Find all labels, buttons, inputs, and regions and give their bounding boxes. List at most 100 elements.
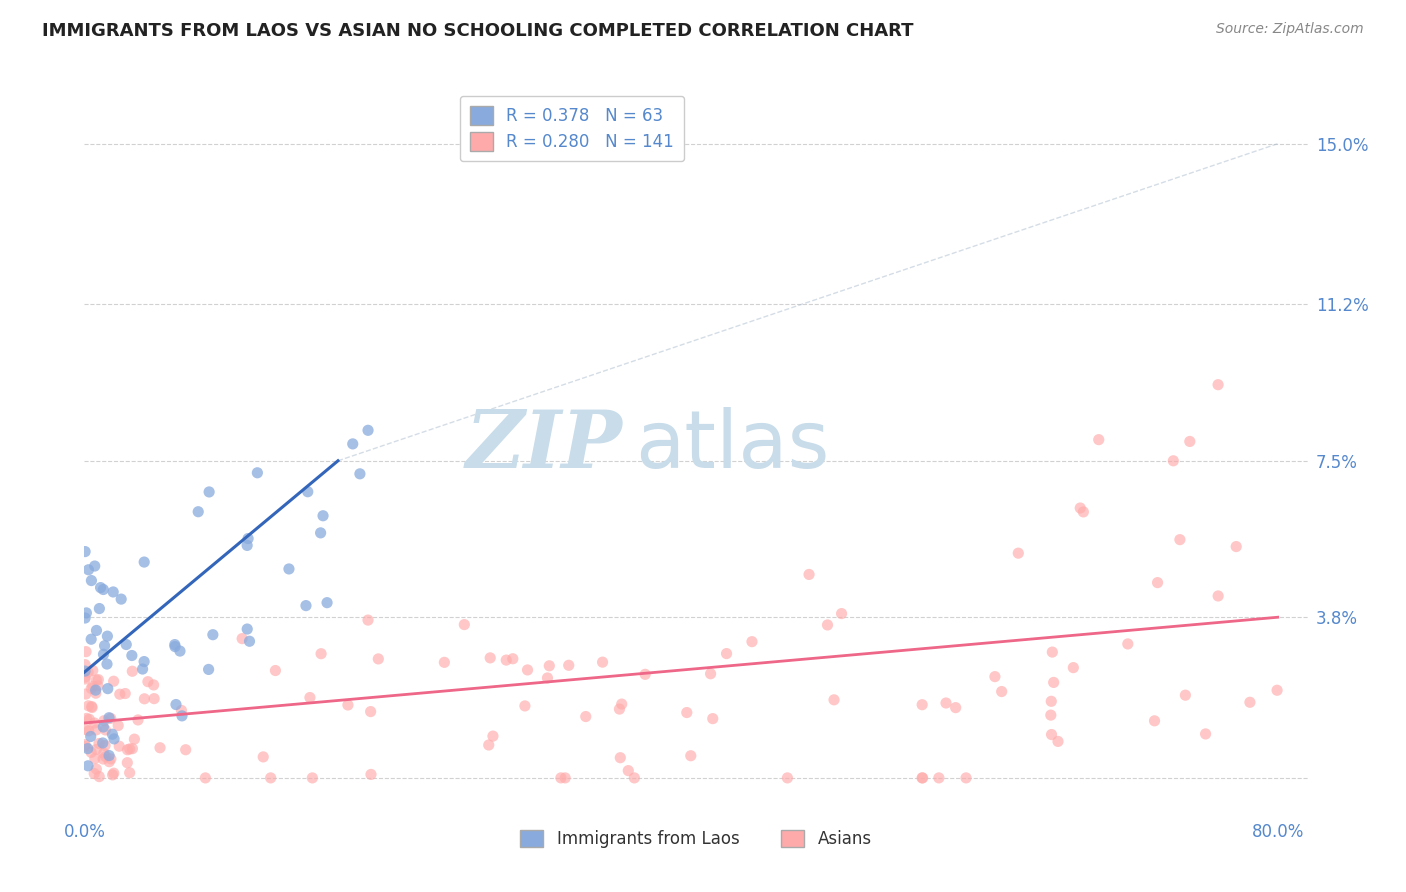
Point — [236, 538, 259, 552]
Point — [349, 467, 371, 481]
Point — [80, 700, 103, 714]
Point — [97, 681, 120, 696]
Point — [87, 679, 110, 693]
Point — [295, 599, 318, 613]
Point — [609, 750, 631, 764]
Point — [357, 423, 380, 437]
Point — [911, 698, 934, 712]
Point — [984, 670, 1007, 684]
Point — [100, 711, 122, 725]
Point — [83, 766, 105, 780]
Point — [479, 651, 502, 665]
Point — [911, 771, 934, 785]
Point — [93, 746, 115, 760]
Point — [82, 664, 104, 678]
Point — [75, 606, 97, 620]
Point — [79, 712, 101, 726]
Point — [75, 645, 97, 659]
Point — [702, 712, 724, 726]
Point — [482, 729, 505, 743]
Point — [558, 658, 581, 673]
Point — [634, 667, 657, 681]
Point — [610, 697, 633, 711]
Point — [82, 679, 104, 693]
Point — [367, 652, 389, 666]
Point — [1040, 645, 1063, 659]
Point — [797, 567, 820, 582]
Point — [83, 751, 105, 765]
Point — [197, 662, 219, 676]
Point — [1039, 708, 1062, 723]
Point — [75, 664, 97, 678]
Point — [101, 768, 124, 782]
Point — [127, 713, 149, 727]
Point — [928, 771, 950, 785]
Point — [198, 485, 221, 500]
Point — [100, 752, 122, 766]
Point — [84, 723, 107, 737]
Point — [1146, 575, 1168, 590]
Point — [110, 592, 132, 607]
Point — [513, 698, 536, 713]
Point — [163, 640, 186, 654]
Point — [516, 663, 538, 677]
Point — [297, 484, 319, 499]
Point — [554, 771, 576, 785]
Point — [1007, 546, 1029, 560]
Legend: Immigrants from Laos, Asians: Immigrants from Laos, Asians — [513, 823, 879, 855]
Point — [117, 756, 139, 770]
Point — [617, 764, 640, 778]
Point — [75, 672, 97, 686]
Point — [236, 622, 259, 636]
Point — [134, 555, 156, 569]
Text: Source: ZipAtlas.com: Source: ZipAtlas.com — [1216, 22, 1364, 37]
Point — [75, 657, 97, 672]
Point — [1046, 734, 1069, 748]
Point — [1178, 434, 1201, 449]
Point — [86, 673, 108, 687]
Point — [478, 738, 501, 752]
Point — [86, 624, 108, 638]
Point — [990, 684, 1012, 698]
Point — [118, 765, 141, 780]
Point — [336, 698, 359, 712]
Point — [124, 732, 146, 747]
Point — [187, 505, 209, 519]
Point — [80, 745, 103, 759]
Point — [76, 711, 98, 725]
Point — [163, 638, 186, 652]
Point — [360, 767, 382, 781]
Point — [91, 720, 114, 734]
Point — [495, 653, 517, 667]
Point — [1194, 727, 1216, 741]
Point — [136, 674, 159, 689]
Point — [312, 508, 335, 523]
Point — [1163, 454, 1185, 468]
Point — [80, 681, 103, 696]
Point — [80, 730, 103, 744]
Point — [80, 632, 103, 647]
Point — [121, 665, 143, 679]
Point — [911, 771, 934, 785]
Point — [134, 691, 156, 706]
Point — [679, 748, 702, 763]
Point — [252, 750, 274, 764]
Point — [231, 632, 253, 646]
Point — [93, 648, 115, 662]
Point — [1265, 683, 1288, 698]
Point — [87, 737, 110, 751]
Point — [201, 628, 224, 642]
Point — [83, 716, 105, 731]
Point — [1069, 501, 1091, 516]
Text: IMMIGRANTS FROM LAOS VS ASIAN NO SCHOOLING COMPLETED CORRELATION CHART: IMMIGRANTS FROM LAOS VS ASIAN NO SCHOOLI… — [42, 22, 914, 40]
Point — [91, 752, 114, 766]
Point — [1206, 377, 1229, 392]
Point — [93, 714, 115, 728]
Point — [278, 562, 301, 576]
Point — [169, 644, 191, 658]
Point — [817, 618, 839, 632]
Text: ZIP: ZIP — [465, 408, 623, 484]
Point — [716, 647, 738, 661]
Point — [246, 466, 269, 480]
Text: atlas: atlas — [636, 407, 830, 485]
